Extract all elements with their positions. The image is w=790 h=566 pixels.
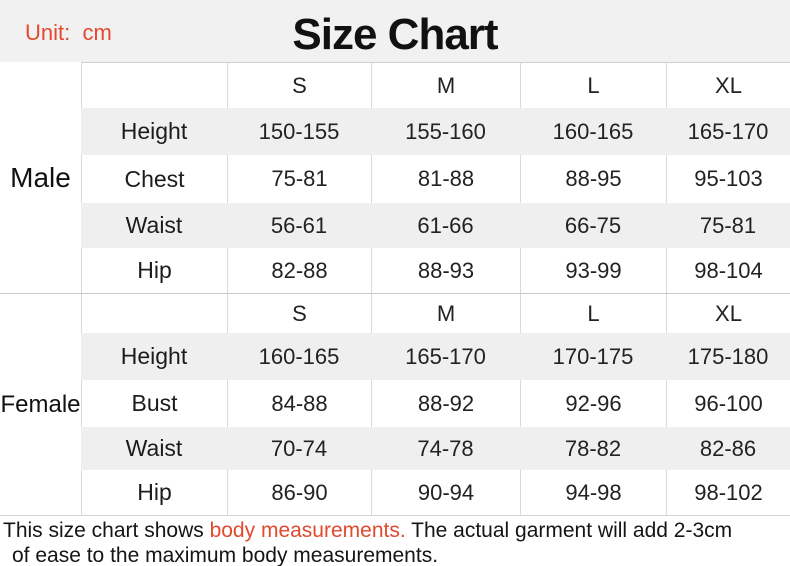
cell-value: 70-74 [227,427,371,470]
row-label-height: Height [81,333,227,380]
unit-label: Unit: cm [25,20,112,45]
size-header-s: S [227,294,371,333]
cell-value: 165-170 [666,108,790,155]
top-band: Unit: cm Size Chart [0,0,790,62]
cell-value: 98-104 [666,248,790,293]
size-chart-table: Male S M L XL Height 150-155 155-160 160… [0,62,790,516]
male-section: Male S M L XL Height 150-155 155-160 160… [0,62,790,293]
cell-value: 165-170 [371,333,520,380]
note-line-2: of ease to the maximum body measurements… [12,544,439,566]
cell-value: 92-96 [520,380,666,427]
size-header-xl: XL [666,62,790,108]
note-post: The actual garment will add 2-3cm [405,519,733,542]
size-header-l: L [520,294,666,333]
note-line-1: This size chart shows body measurements.… [3,518,790,543]
note-text: This size chart shows body measurements.… [0,516,790,566]
cell-value: 56-61 [227,203,371,248]
cell-value: 90-94 [371,470,520,515]
row-label-hip: Hip [81,470,227,515]
cell-value: 82-86 [666,427,790,470]
row-label-hip: Hip [81,248,227,293]
cell-value: 61-66 [371,203,520,248]
cell-value: 88-95 [520,155,666,203]
cell-value: 98-102 [666,470,790,515]
page-title: Size Chart [292,10,498,59]
group-label-female: Female [0,294,81,515]
cell-value: 81-88 [371,155,520,203]
size-header-blank [81,294,227,333]
row-label-height: Height [81,108,227,155]
row-label-bust: Bust [81,380,227,427]
cell-value: 88-92 [371,380,520,427]
size-header-blank [81,62,227,108]
row-label-waist: Waist [81,203,227,248]
cell-value: 84-88 [227,380,371,427]
note-highlight: body measurements. [209,519,406,542]
cell-value: 95-103 [666,155,790,203]
cell-value: 94-98 [520,470,666,515]
size-header-m: M [371,294,520,333]
cell-value: 150-155 [227,108,371,155]
cell-value: 96-100 [666,380,790,427]
cell-value: 66-75 [520,203,666,248]
size-header-l: L [520,62,666,108]
cell-value: 78-82 [520,427,666,470]
cell-value: 82-88 [227,248,371,293]
row-label-waist: Waist [81,427,227,470]
cell-value: 75-81 [666,203,790,248]
cell-value: 160-165 [227,333,371,380]
row-label-chest: Chest [81,155,227,203]
cell-value: 75-81 [227,155,371,203]
size-header-s: S [227,62,371,108]
cell-value: 86-90 [227,470,371,515]
cell-value: 88-93 [371,248,520,293]
size-header-m: M [371,62,520,108]
cell-value: 175-180 [666,333,790,380]
cell-value: 93-99 [520,248,666,293]
female-section: Female S M L XL Height 160-165 165-170 1… [0,293,790,516]
cell-value: 155-160 [371,108,520,155]
note-pre: This size chart shows [3,519,210,542]
size-header-xl: XL [666,294,790,333]
cell-value: 170-175 [520,333,666,380]
group-label-male: Male [0,62,81,293]
cell-value: 74-78 [371,427,520,470]
cell-value: 160-165 [520,108,666,155]
